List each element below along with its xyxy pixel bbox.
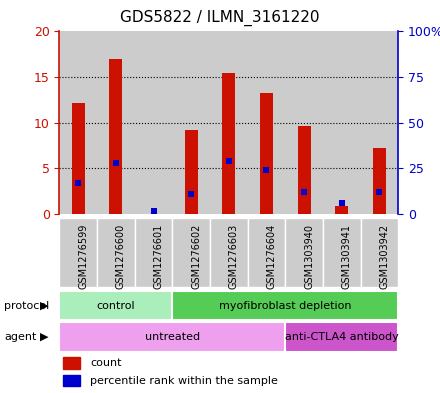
Bar xyxy=(63,357,80,369)
Bar xyxy=(360,31,398,214)
Text: GSM1276599: GSM1276599 xyxy=(78,224,88,289)
Point xyxy=(338,200,345,206)
Text: protocol: protocol xyxy=(4,301,50,310)
Point xyxy=(376,189,383,195)
Text: GSM1276601: GSM1276601 xyxy=(154,224,164,289)
Point xyxy=(187,191,194,197)
Bar xyxy=(59,291,172,320)
Bar xyxy=(285,322,398,352)
Bar xyxy=(59,31,97,214)
Text: count: count xyxy=(90,358,121,368)
Text: GSM1303941: GSM1303941 xyxy=(342,224,352,288)
Text: ▶: ▶ xyxy=(40,332,48,342)
Bar xyxy=(97,31,135,214)
Bar xyxy=(297,125,311,214)
Bar xyxy=(135,218,172,287)
Bar xyxy=(172,31,210,214)
Text: GSM1276604: GSM1276604 xyxy=(267,224,276,289)
Bar xyxy=(323,31,360,214)
Bar xyxy=(373,149,386,214)
Text: GSM1276603: GSM1276603 xyxy=(229,224,239,289)
Text: percentile rank within the sample: percentile rank within the sample xyxy=(90,376,278,386)
Bar xyxy=(172,291,398,320)
Point xyxy=(112,160,119,166)
Point xyxy=(150,208,157,214)
Text: myofibroblast depletion: myofibroblast depletion xyxy=(219,301,352,310)
Bar xyxy=(285,218,323,287)
Point xyxy=(301,189,308,195)
Point xyxy=(75,180,82,186)
Bar xyxy=(109,59,122,214)
Bar xyxy=(135,31,172,214)
Text: agent: agent xyxy=(4,332,37,342)
Bar xyxy=(335,206,348,214)
Text: GSM1303942: GSM1303942 xyxy=(379,224,389,289)
Text: GSM1303940: GSM1303940 xyxy=(304,224,314,288)
Text: GSM1276600: GSM1276600 xyxy=(116,224,126,289)
Bar xyxy=(184,130,198,214)
Bar xyxy=(285,31,323,214)
Bar xyxy=(97,218,135,287)
Bar xyxy=(210,218,248,287)
Text: GSM1276602: GSM1276602 xyxy=(191,224,201,289)
Point xyxy=(263,167,270,173)
Bar xyxy=(72,103,85,214)
Bar xyxy=(248,31,285,214)
Bar xyxy=(248,218,285,287)
Text: anti-CTLA4 antibody: anti-CTLA4 antibody xyxy=(285,332,399,342)
Bar xyxy=(222,73,235,214)
Text: ▶: ▶ xyxy=(40,301,48,310)
Bar xyxy=(323,218,360,287)
Bar xyxy=(172,218,210,287)
Point xyxy=(225,158,232,164)
Text: untreated: untreated xyxy=(145,332,200,342)
Text: GDS5822 / ILMN_3161220: GDS5822 / ILMN_3161220 xyxy=(120,10,320,26)
Bar xyxy=(59,218,97,287)
Bar xyxy=(360,218,398,287)
Bar xyxy=(63,375,80,386)
Text: control: control xyxy=(96,301,135,310)
Bar xyxy=(210,31,248,214)
Bar xyxy=(59,322,285,352)
Bar xyxy=(260,93,273,214)
